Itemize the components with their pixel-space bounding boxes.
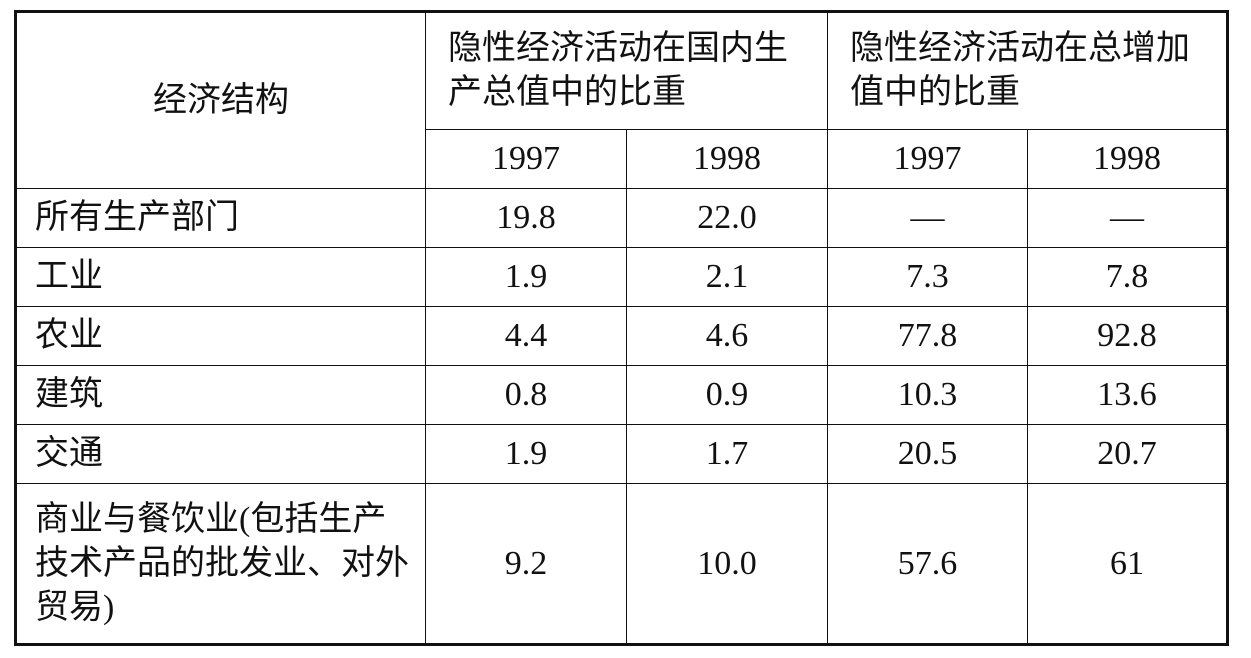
cell-value: 7.8 — [1027, 247, 1228, 307]
year-header: 1998 — [626, 129, 828, 189]
cell-value: — — [1027, 188, 1228, 248]
cell-value: 7.3 — [827, 247, 1028, 307]
cell-value: 19.8 — [425, 188, 627, 248]
cell-value: 0.9 — [626, 365, 828, 425]
group-header: 隐性经济活动在国内生产总值中的比重 — [425, 11, 828, 130]
cell-value: 0.8 — [425, 365, 627, 425]
cell-value: 61 — [1027, 483, 1228, 645]
cell-value: 1.7 — [626, 424, 828, 484]
cell-value: 20.7 — [1027, 424, 1228, 484]
cell-value: 77.8 — [827, 306, 1028, 366]
table-row: 建筑 0.8 0.9 10.3 13.6 — [15, 365, 1228, 425]
year-header: 1997 — [425, 129, 627, 189]
row-label: 建筑 — [15, 365, 426, 425]
row-label: 工业 — [15, 247, 426, 307]
cell-value: 20.5 — [827, 424, 1028, 484]
row-label: 商业与餐饮业(包括生产技术产品的批发业、对外贸易) — [15, 483, 426, 645]
row-label-header: 经济结构 — [15, 11, 426, 189]
data-table: 经济结构 隐性经济活动在国内生产总值中的比重 隐性经济活动在总增加值中的比重 1… — [14, 10, 1229, 646]
table-row: 工业 1.9 2.1 7.3 7.8 — [15, 247, 1228, 307]
year-header: 1997 — [827, 129, 1028, 189]
cell-value: 1.9 — [425, 247, 627, 307]
cell-value: 92.8 — [1027, 306, 1228, 366]
cell-value: 4.6 — [626, 306, 828, 366]
cell-value: 10.0 — [626, 483, 828, 645]
cell-value: 57.6 — [827, 483, 1028, 645]
cell-value: 13.6 — [1027, 365, 1228, 425]
table-row: 所有生产部门 19.8 22.0— — — [15, 188, 1228, 248]
cell-value: 22.0 — [626, 188, 828, 248]
year-header: 1998 — [1027, 129, 1228, 189]
cell-value: 2.1 — [626, 247, 828, 307]
cell-value: 4.4 — [425, 306, 627, 366]
table-row: 交通 1.9 1.7 20.5 20.7 — [15, 424, 1228, 484]
table-row: 商业与餐饮业(包括生产技术产品的批发业、对外贸易) 9.2 10.0 57.6 61 — [15, 483, 1228, 645]
cell-value: 10.3 — [827, 365, 1028, 425]
row-label: 农业 — [15, 306, 426, 366]
cell-value: 1.9 — [425, 424, 627, 484]
cell-value: — — [827, 188, 1028, 248]
table-row: 农业 4.4 4.6 77.8 92.8 — [15, 306, 1228, 366]
row-label: 所有生产部门 — [15, 188, 426, 248]
group-header: 隐性经济活动在总增加值中的比重 — [827, 11, 1228, 130]
row-label: 交通 — [15, 424, 426, 484]
cell-value: 9.2 — [425, 483, 627, 645]
